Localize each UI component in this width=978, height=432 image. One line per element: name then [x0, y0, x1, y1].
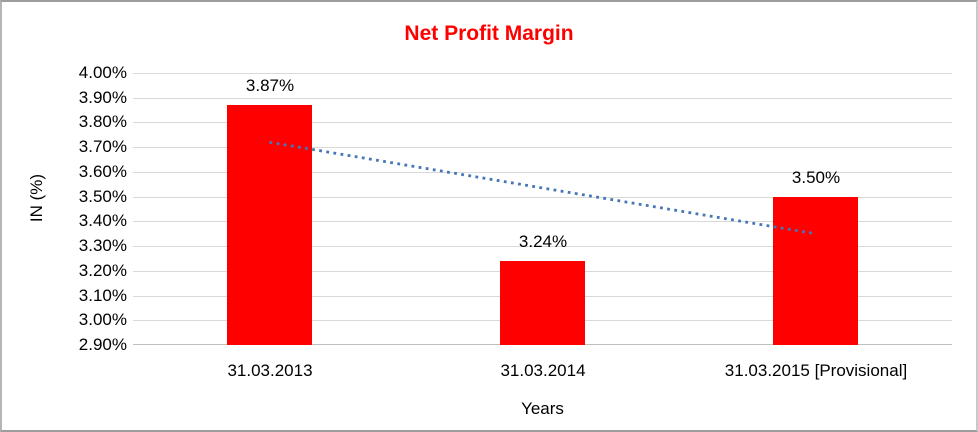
- bar: [773, 197, 858, 345]
- y-tick-label: 3.00%: [78, 310, 127, 329]
- gridline: [133, 246, 952, 247]
- y-tick-label: 2.90%: [78, 335, 127, 354]
- y-tick-label: 3.70%: [78, 137, 127, 156]
- gridline: [133, 221, 952, 222]
- y-tick-label: 3.30%: [78, 236, 127, 255]
- bar: [500, 261, 585, 345]
- category-label: 31.03.2013: [227, 361, 313, 380]
- gridline: [133, 98, 952, 99]
- x-axis-title: Years: [521, 399, 564, 418]
- category-label: 31.03.2014: [500, 361, 586, 380]
- gridline: [133, 172, 952, 173]
- y-tick-label: 4.00%: [78, 63, 127, 82]
- y-tick-label: 3.60%: [78, 162, 127, 181]
- gridline: [133, 197, 952, 198]
- bar-value-label: 3.87%: [245, 76, 295, 95]
- bar-value-label: 3.50%: [791, 168, 841, 187]
- category-label: 31.03.2015 [Provisional]: [724, 361, 908, 380]
- y-tick-label: 3.40%: [78, 211, 127, 230]
- gridline: [133, 122, 952, 123]
- trendline: [269, 140, 816, 236]
- y-tick-label: 3.50%: [78, 187, 127, 206]
- bar: [227, 105, 312, 345]
- y-tick-label: 3.10%: [78, 286, 127, 305]
- gridline: [133, 73, 952, 74]
- y-tick-label: 3.90%: [78, 88, 127, 107]
- bar-value-label: 3.24%: [518, 232, 568, 251]
- y-axis-title: IN (%): [27, 173, 46, 223]
- gridline: [133, 147, 952, 148]
- chart-title: Net Profit Margin: [404, 22, 574, 45]
- y-tick-label: 3.20%: [78, 261, 127, 280]
- plot-area: 3.87% 3.24% 3.50%: [133, 73, 952, 345]
- y-tick-label: 3.80%: [78, 112, 127, 131]
